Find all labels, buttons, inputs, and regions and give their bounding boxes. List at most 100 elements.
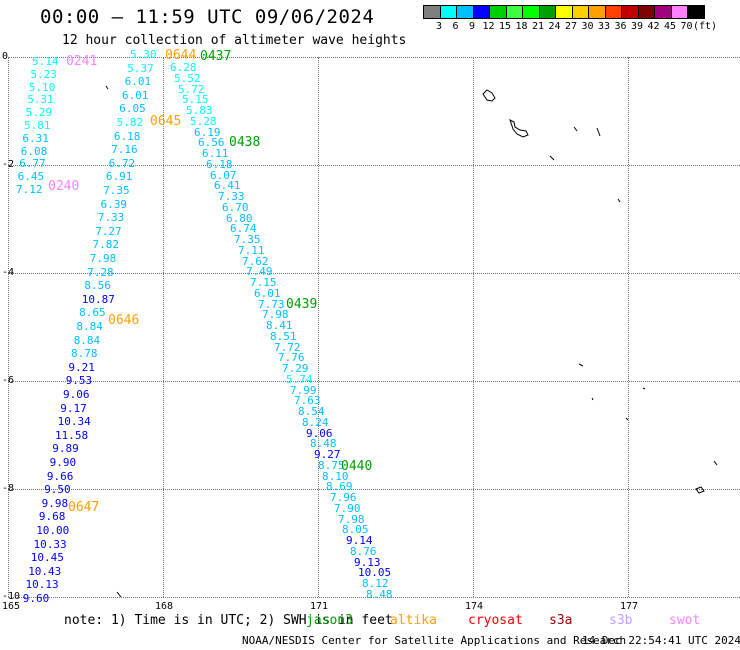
legend-jason3: jason3 — [306, 613, 353, 628]
swh-observation: 7.98 — [89, 252, 117, 265]
grid-line-lon-171 — [318, 57, 319, 597]
swh-observation: 9.13 — [354, 555, 381, 569]
pass-time-label: 0439 — [286, 297, 318, 312]
lat-label: -10 — [2, 591, 21, 602]
grid-line-lat-minus10 — [8, 597, 740, 598]
swh-observation: 7.27 — [95, 224, 122, 238]
swh-observation: 8.76 — [350, 544, 377, 558]
swh-observation: 5.23 — [30, 67, 57, 81]
swh-observation: 7.12 — [16, 183, 43, 196]
swh-observation: 10.87 — [81, 292, 115, 306]
colorbar-label: 9 — [468, 21, 476, 32]
grid-line-lon-177 — [628, 57, 629, 597]
swh-observation: 6.08 — [20, 144, 48, 158]
legend-cryosat: cryosat — [468, 613, 523, 628]
island-shape — [482, 89, 496, 102]
swh-observation: 10.43 — [28, 564, 62, 578]
grid-line-lon-165 — [8, 57, 9, 597]
swh-observation: 8.69 — [326, 480, 353, 494]
swh-observation: 11.58 — [55, 428, 89, 442]
swh-observation: 7.11 — [238, 243, 265, 257]
swh-observation: 8.12 — [362, 577, 389, 590]
swh-observation: 6.11 — [202, 147, 229, 160]
swh-observation: 5.37 — [127, 61, 154, 75]
grid-line-lat-minus8 — [8, 489, 740, 490]
swh-observation: 7.35 — [234, 233, 261, 246]
legend-s3b: s3b — [609, 613, 632, 628]
swh-observation: 9.60 — [22, 592, 50, 605]
swh-observation: 8.78 — [71, 347, 98, 361]
swh-observation: 6.31 — [22, 131, 49, 145]
footnote: note: 1) Time is in UTC; 2) SWH is in fe… — [64, 613, 393, 628]
swh-observation: 8.75 — [318, 458, 345, 472]
swh-observation: 7.33 — [97, 211, 125, 225]
lat-label: 0 — [2, 51, 9, 62]
swh-observation: 5.82 — [116, 116, 144, 129]
swh-observation: 6.77 — [19, 157, 46, 171]
swh-observation: 8.10 — [322, 469, 349, 483]
colorbar-label: 45 — [663, 21, 677, 32]
swh-observation: 6.74 — [230, 222, 257, 236]
grid-line-lat-0 — [8, 57, 740, 58]
colorbar-label: 33 — [597, 21, 611, 32]
colorbar-labels: 3 6 9 12 15 18 21 24 27 30 33 36 39 42 45 70 (ft) — [423, 21, 740, 35]
colorbar-label: 39 — [630, 21, 644, 32]
swh-observation: 5.52 — [174, 71, 201, 85]
island-shape — [105, 85, 109, 90]
swh-observation: 7.49 — [246, 265, 273, 279]
colorbar — [423, 5, 705, 19]
pass-time-label: 0644 — [165, 48, 197, 63]
colorbar-label: 27 — [564, 21, 578, 32]
swh-observation: 9.50 — [44, 483, 71, 497]
colorbar-label: 3 — [435, 21, 443, 32]
lon-label: 171 — [310, 601, 329, 612]
swh-observation: 9.17 — [60, 401, 87, 415]
swh-observation: 7.28 — [87, 265, 114, 279]
pass-time-label: 0646 — [108, 313, 140, 328]
swh-observation: 5.81 — [24, 119, 51, 132]
legend-label: altika — [390, 613, 437, 628]
swh-observation: 9.68 — [38, 510, 66, 524]
generated-timestamp: 14 Dec 22:54:41 UTC 2024 — [582, 634, 740, 647]
island-shape — [591, 397, 594, 401]
swh-observation: 9.98 — [41, 496, 69, 510]
swh-observation: 7.73 — [258, 297, 285, 311]
swh-observation: 6.07 — [210, 168, 237, 182]
legend-label: s3b — [609, 613, 633, 628]
grid-line-lat-minus2 — [8, 165, 740, 166]
swh-observation: 7.33 — [218, 190, 245, 203]
legend-label: s3a — [549, 613, 573, 628]
swh-observation: 6.72 — [108, 156, 136, 170]
lat-label: -4 — [2, 267, 15, 278]
island-shape — [578, 363, 584, 367]
swh-observation: 7.96 — [330, 491, 357, 504]
swh-observation: 10.45 — [30, 551, 64, 565]
island-shape — [596, 127, 601, 137]
swh-observation: 5.29 — [25, 106, 53, 120]
colorbar-label: 42 — [647, 21, 660, 32]
swh-observation: 5.28 — [190, 114, 217, 128]
legend-label: jason3 — [306, 613, 353, 628]
island-shape — [573, 126, 578, 132]
swh-observation: 7.76 — [278, 351, 305, 365]
pass-time-label: 0438 — [229, 135, 261, 150]
swh-observation: 8.41 — [266, 319, 293, 332]
swh-observation: 5.30 — [130, 48, 157, 61]
swh-observation: 5.14 — [32, 55, 59, 68]
colorbar-swatch — [687, 5, 705, 19]
pass-time-label: 0240 — [48, 179, 80, 194]
swh-observation: 6.91 — [105, 170, 133, 184]
map-subtitle: 12 hour collection of altimeter wave hei… — [62, 33, 407, 48]
swh-observation: 8.84 — [73, 333, 101, 347]
swh-observation: 9.27 — [314, 448, 341, 461]
colorbar-label: 70 — [680, 21, 693, 32]
swh-observation: 8.48 — [366, 587, 393, 601]
grid-line-lon-174 — [473, 57, 474, 597]
swh-observation: 6.56 — [198, 136, 225, 150]
legend-label: cryosat — [468, 613, 523, 628]
swh-observation: 8.05 — [342, 523, 369, 537]
swh-observation: 9.06 — [306, 426, 333, 440]
swh-observation: 8.56 — [84, 279, 111, 293]
swh-observation: 6.80 — [226, 211, 253, 225]
